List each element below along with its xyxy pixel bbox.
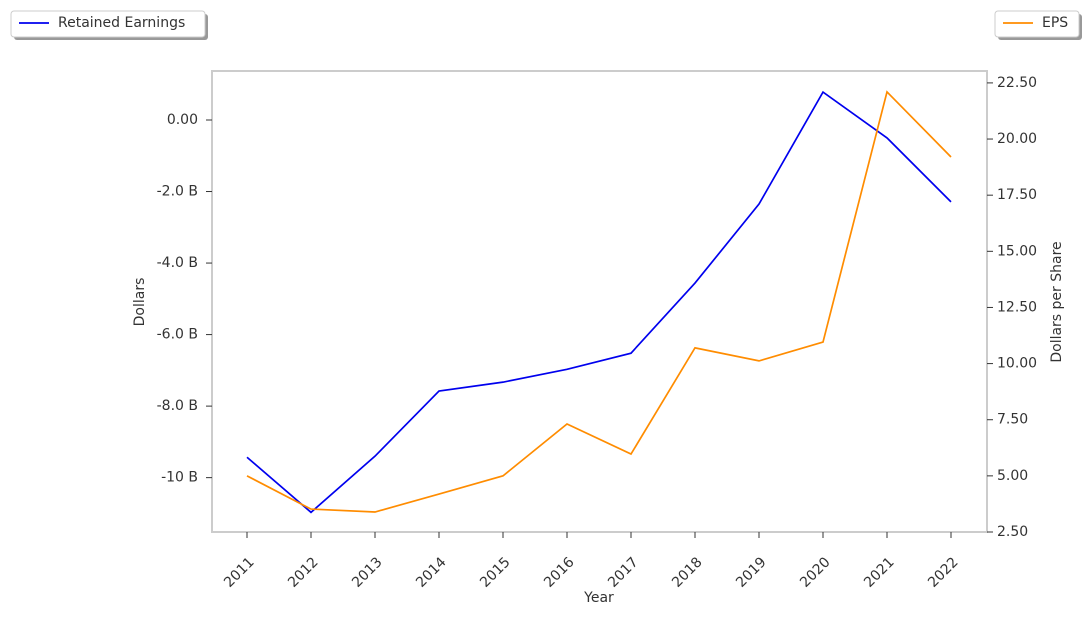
y2-tick-label: 15.00 bbox=[997, 243, 1037, 259]
x-tick-label: 2018 bbox=[669, 554, 706, 591]
x-tick-label: 2019 bbox=[733, 554, 770, 591]
legend-box bbox=[10, 10, 206, 38]
y-tick-label: -2.0 B bbox=[157, 184, 198, 200]
y2-tick-label: 10.00 bbox=[997, 356, 1037, 372]
y2-tick-label: 12.50 bbox=[997, 299, 1037, 315]
y2-axis-label: Dollars per Share bbox=[1049, 241, 1065, 362]
y2-tick-label: 2.50 bbox=[997, 524, 1028, 540]
legend-label: EPS bbox=[1042, 15, 1068, 31]
plot-frame bbox=[211, 70, 988, 533]
legend-label: Retained Earnings bbox=[58, 15, 185, 31]
x-axis-label: Year bbox=[583, 590, 614, 606]
y-tick-label: -4.0 B bbox=[157, 255, 198, 271]
series-line bbox=[246, 90, 952, 513]
y2-tick-label: 5.00 bbox=[997, 468, 1028, 484]
y2-tick-label: 20.00 bbox=[997, 131, 1037, 147]
x-tick-label: 2014 bbox=[413, 554, 450, 591]
y-tick-label: -6.0 B bbox=[157, 327, 198, 343]
y2-tick-label: 17.50 bbox=[997, 187, 1037, 203]
x-tick-label: 2011 bbox=[221, 554, 258, 591]
y-tick-label: -10 B bbox=[161, 470, 198, 486]
legend-box bbox=[994, 10, 1080, 38]
x-tick-label: 2013 bbox=[349, 554, 386, 591]
x-tick-label: 2016 bbox=[541, 554, 578, 591]
y-tick-label: 0.00 bbox=[167, 112, 198, 128]
x-tick-label: 2012 bbox=[285, 554, 322, 591]
y2-tick-label: 7.50 bbox=[997, 412, 1028, 428]
y2-tick-label: 22.50 bbox=[997, 75, 1037, 91]
y-axis-label: Dollars bbox=[132, 278, 148, 327]
x-tick-label: 2021 bbox=[861, 554, 898, 591]
x-tick-label: 2020 bbox=[797, 554, 834, 591]
x-tick-label: 2017 bbox=[605, 554, 642, 591]
x-tick-label: 2015 bbox=[477, 554, 514, 591]
y-tick-label: -8.0 B bbox=[157, 398, 198, 414]
x-tick-label: 2022 bbox=[925, 554, 962, 591]
series-line bbox=[246, 90, 952, 514]
